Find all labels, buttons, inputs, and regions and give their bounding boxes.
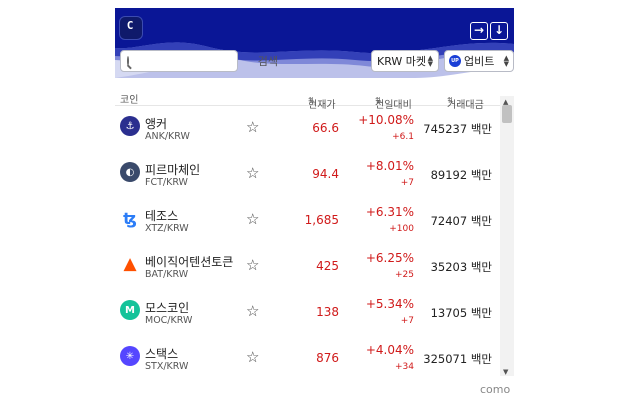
select-arrows-icon: ▲ ▼ <box>427 54 433 68</box>
exchange-select-label: 업비트 <box>464 55 495 68</box>
table-header: 코인 현재가 ⇅ 전일대비 ⇅ 거래대금 ⇅ <box>115 86 500 111</box>
current-price: 876 <box>316 351 339 365</box>
trade-volume: 35203 백만 <box>430 260 492 274</box>
current-price: 138 <box>316 305 339 319</box>
star-icon[interactable]: ☆ <box>246 348 260 366</box>
table-row[interactable]: ꜩ 테조스 XTZ/KRW ☆ 1,685 +6.31% +100 72407 … <box>115 198 500 244</box>
sort-icon: ⇅ <box>375 96 382 105</box>
current-price: 66.6 <box>312 121 339 135</box>
current-price: 425 <box>316 259 339 273</box>
scroll-up-icon[interactable]: ▲ <box>503 98 509 106</box>
star-icon[interactable]: ☆ <box>246 164 260 182</box>
market-select-label: KRW 마켓 <box>377 55 427 68</box>
table-row[interactable]: ◐ 피르마체인 FCT/KRW ☆ 94.4 +8.01% +7 89192 백… <box>115 152 500 198</box>
star-icon[interactable]: ☆ <box>246 118 260 136</box>
change-percent: +5.34% <box>365 297 414 311</box>
search-icon <box>127 56 129 66</box>
star-icon[interactable]: ☆ <box>246 302 260 320</box>
coin-name: 모스코인 <box>145 301 190 315</box>
change-percent: +6.25% <box>365 251 414 265</box>
anchor-coin-icon: ⚓ <box>120 116 140 136</box>
change-amount: +100 <box>389 224 414 234</box>
table-row[interactable]: M 모스코인 MOC/KRW ☆ 138 +5.34% +7 13705 백만 <box>115 290 500 336</box>
app-logo[interactable]: C <box>119 16 143 40</box>
change-percent: +6.31% <box>365 205 414 219</box>
sort-icon: ⇅ <box>308 96 315 105</box>
change-amount: +34 <box>395 362 414 372</box>
firmachain-coin-icon: ◐ <box>120 162 140 182</box>
sign-in-icon[interactable]: → <box>470 22 488 40</box>
star-icon[interactable]: ☆ <box>246 256 260 274</box>
current-price: 94.4 <box>312 167 339 181</box>
coin-name: 테조스 <box>145 209 179 223</box>
coin-name: 앵커 <box>145 117 168 131</box>
trade-volume: 745237 백만 <box>423 122 492 136</box>
coin-ticker-widget: C → ↓ KRW 마켓 ▲▼ UP 업비트 ▲▼ 코인 현재가⇅ 전일대비⇅ … <box>115 8 514 400</box>
scrollbar-thumb[interactable] <box>502 105 512 123</box>
select-arrows-icon: ▲ ▼ <box>503 54 509 68</box>
table-row[interactable]: ▲ 베이직어텐션토큰 BAT/KRW ☆ 425 +6.25% +25 3520… <box>115 244 500 290</box>
change-percent: +8.01% <box>365 159 414 173</box>
coin-pair: FCT/KRW <box>145 177 188 188</box>
footer-brand[interactable]: como <box>480 383 511 396</box>
coin-pair: MOC/KRW <box>145 315 193 326</box>
toolbar: KRW 마켓 ▲▼ UP 업비트 ▲▼ <box>120 50 514 72</box>
trade-volume: 89192 백만 <box>430 168 492 182</box>
column-header-coin: 코인 <box>120 95 139 106</box>
stacks-coin-icon: ✳ <box>120 346 140 366</box>
bat-coin-icon: ▲ <box>120 254 140 274</box>
table-row[interactable]: ✳ 스택스 STX/KRW ☆ 876 +4.04% +34 325071 백만 <box>115 336 500 376</box>
exchange-select[interactable]: UP 업비트 ▲ ▼ <box>444 50 514 72</box>
change-percent: +10.08% <box>358 113 414 127</box>
coin-name: 피르마체인 <box>145 163 201 177</box>
upbit-logo-icon: UP <box>449 55 461 67</box>
sort-icon: ⇅ <box>447 96 454 105</box>
trade-volume: 72407 백만 <box>430 214 492 228</box>
download-icon[interactable]: ↓ <box>490 22 508 40</box>
moss-coin-icon: M <box>120 300 140 320</box>
vertical-scrollbar[interactable]: ▲ ▼ <box>500 96 514 376</box>
search-input[interactable] <box>133 54 278 68</box>
coin-pair: STX/KRW <box>145 361 189 372</box>
change-amount: +7 <box>400 178 414 188</box>
coin-name: 스택스 <box>145 347 179 361</box>
tezos-coin-icon: ꜩ <box>120 208 140 228</box>
change-percent: +4.04% <box>365 343 414 357</box>
coin-list: ⚓ 앵커 ANK/KRW ☆ 66.6 +10.08% +6.1 745237 … <box>115 106 500 376</box>
trade-volume: 325071 백만 <box>423 352 492 366</box>
coin-pair: BAT/KRW <box>145 269 189 280</box>
star-icon[interactable]: ☆ <box>246 210 260 228</box>
coin-name: 베이직어텐션토큰 <box>145 255 234 269</box>
trade-volume: 13705 백만 <box>430 306 492 320</box>
change-amount: +7 <box>400 316 414 326</box>
search-box <box>120 50 278 72</box>
change-amount: +25 <box>395 270 414 280</box>
coin-pair: ANK/KRW <box>145 131 190 142</box>
table-row[interactable]: ⚓ 앵커 ANK/KRW ☆ 66.6 +10.08% +6.1 745237 … <box>115 106 500 152</box>
current-price: 1,685 <box>304 213 339 227</box>
coin-pair: XTZ/KRW <box>145 223 189 234</box>
scroll-down-icon[interactable]: ▼ <box>503 368 509 376</box>
change-amount: +6.1 <box>392 132 414 142</box>
market-select[interactable]: KRW 마켓 ▲ ▼ <box>371 50 439 72</box>
